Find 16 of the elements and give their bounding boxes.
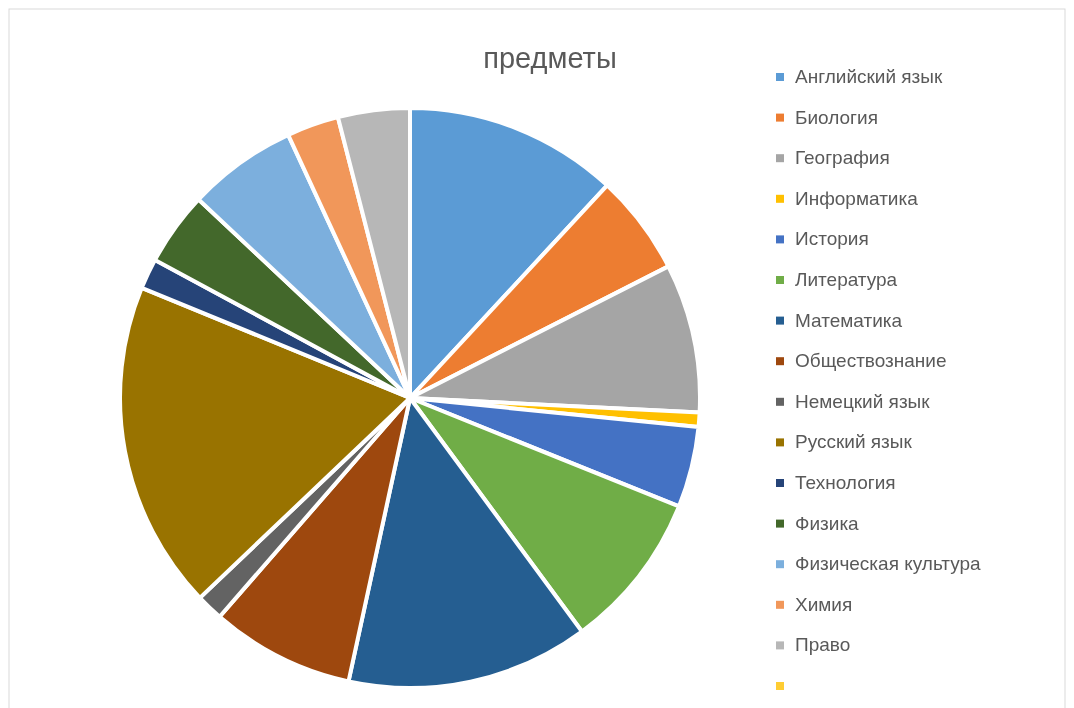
legend-label: Немецкий язык: [795, 390, 931, 412]
legend-label: Физическая культура: [795, 553, 982, 575]
legend-label: География: [795, 147, 890, 169]
legend-label: Русский язык: [795, 431, 913, 453]
legend-label: Английский язык: [795, 66, 943, 87]
legend-label: Математика: [795, 309, 903, 331]
chart-title: предметы: [483, 42, 617, 74]
legend-label: История: [795, 228, 869, 250]
legend-label: Технология: [795, 472, 896, 493]
legend-label: Химия: [795, 593, 853, 615]
legend-label: Биология: [795, 106, 878, 128]
legend-label: Физика: [795, 512, 860, 534]
legend-label: Обществознание: [795, 350, 947, 372]
legend-label: Информатика: [795, 187, 919, 209]
legend-label: Право: [795, 634, 851, 656]
legend-label: Литература: [795, 269, 898, 290]
